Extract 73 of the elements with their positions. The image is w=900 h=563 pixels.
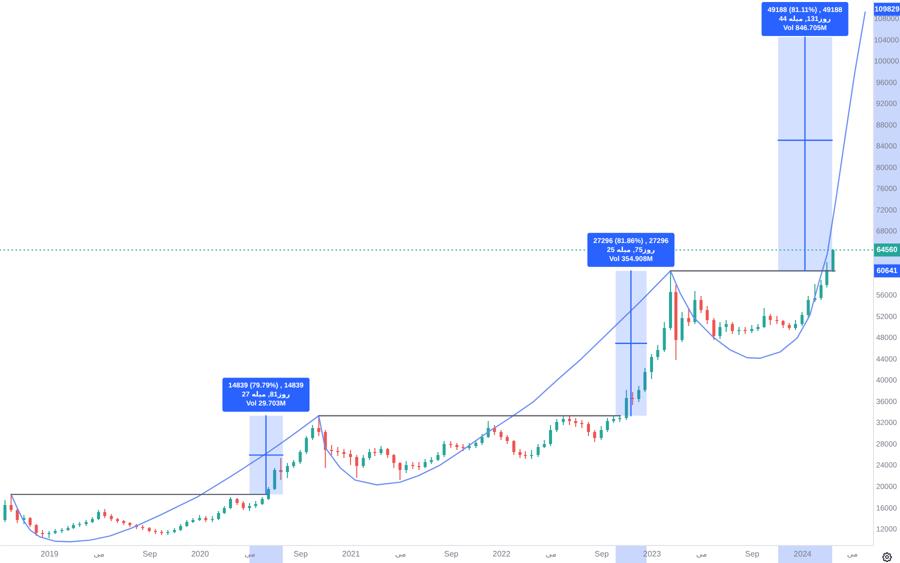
candlestick: [624, 390, 628, 421]
candlestick: [794, 319, 797, 330]
x-tick-label: Sep: [142, 550, 158, 558]
candlestick: [279, 457, 282, 481]
candlestick: [28, 516, 32, 528]
candlestick: [820, 280, 823, 300]
candlestick: [730, 322, 734, 335]
candlestick: [555, 418, 558, 432]
candlestick: [304, 436, 308, 455]
candlestick: [600, 426, 603, 441]
candlestick: [825, 262, 828, 288]
candlestick: [680, 312, 684, 343]
candlestick: [800, 312, 804, 326]
candlestick: [286, 462, 289, 478]
x-tick-label: 2021: [342, 550, 360, 558]
candlestick: [10, 494, 13, 513]
candlestick: [656, 344, 660, 361]
x-tick-label: Sep: [594, 550, 610, 558]
candlestick: [386, 448, 390, 458]
candlestick: [724, 319, 728, 333]
x-tick-label: 2019: [40, 550, 60, 558]
candlestick: [512, 440, 516, 456]
candlestick: [718, 322, 722, 340]
x-tick-label: می: [846, 550, 858, 558]
candlestick: [355, 454, 358, 478]
candlestick: [500, 430, 503, 441]
x-tick-label: می: [696, 550, 708, 558]
candlestick: [643, 368, 646, 392]
candlestick: [266, 486, 270, 501]
candlestick: [273, 467, 276, 491]
candlestick: [480, 434, 484, 446]
candlestick: [362, 454, 365, 468]
candlestick: [298, 450, 302, 465]
candlestick: [606, 418, 609, 432]
candlestick: [650, 354, 654, 380]
candlestick: [593, 430, 596, 443]
candlestick: [687, 308, 690, 326]
x-tick-label: می: [244, 550, 256, 558]
candlestick: [806, 296, 810, 319]
x-tick-label: Sep: [294, 550, 308, 558]
x-tick-label: می: [395, 550, 406, 558]
candlestick: [549, 424, 552, 447]
candlestick: [536, 444, 540, 458]
x-tick-label: 2024: [794, 550, 812, 558]
candlestick: [706, 306, 709, 325]
candlestick: [398, 462, 402, 481]
candlestick: [768, 313, 772, 326]
candlestick: [700, 296, 703, 314]
candlestick: [16, 508, 19, 524]
candlestick: [311, 424, 314, 441]
candlestick: [97, 510, 100, 521]
x-tick-label: Sep: [745, 550, 760, 558]
candlestick: [762, 308, 766, 328]
candlestick: [404, 460, 408, 474]
x-tick-label: 2023: [643, 550, 662, 558]
x-tick-label: می: [94, 550, 105, 558]
x-tick-label: می: [546, 550, 556, 558]
candlestick: [229, 496, 232, 510]
candlestick: [586, 421, 590, 437]
candlestick: [392, 454, 396, 468]
candlestick: [349, 450, 352, 466]
candlestick: [368, 448, 371, 461]
candlestick: [637, 385, 640, 402]
x-tick-label: Sep: [444, 550, 459, 558]
candlestick: [3, 500, 6, 523]
candlestick: [662, 322, 666, 353]
candlestick: [712, 318, 716, 340]
x-tick-label: 2022: [492, 550, 511, 558]
candlestick: [330, 444, 334, 456]
x-tick-label: 2020: [191, 550, 210, 558]
candlestick: [693, 290, 696, 325]
candlestick: [442, 440, 446, 458]
candlestick: [34, 524, 38, 537]
